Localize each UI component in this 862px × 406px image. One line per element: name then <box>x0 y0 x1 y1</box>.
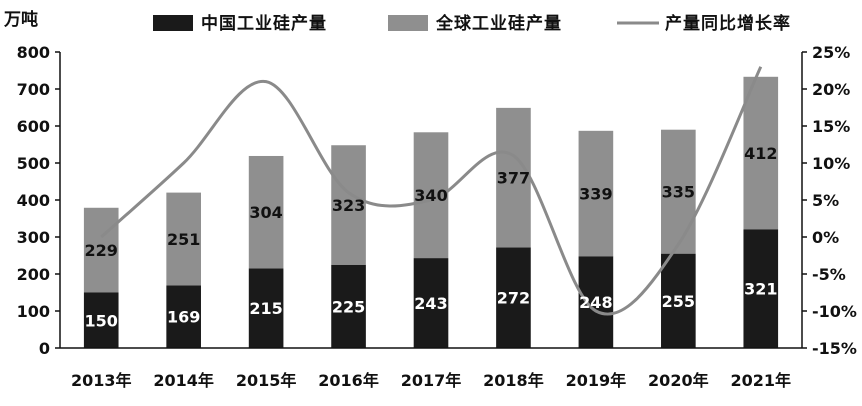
legend-swatch-1 <box>388 15 428 31</box>
bar-global-1 <box>166 192 201 286</box>
data-label-global-4: 340 <box>414 186 447 205</box>
x-tick-label-4: 2017年 <box>401 371 462 390</box>
axes: 0 100 200 300 400 500 600 700 800 -15% -10% -5% 0% 5%… <box>17 43 857 390</box>
y2-tick-label-4: 5% <box>812 191 839 210</box>
data-label-china-5: 272 <box>497 289 530 308</box>
bar-china-6 <box>578 256 614 348</box>
y2-tick-label-7: 20% <box>812 80 850 99</box>
bar-china-4 <box>413 258 449 348</box>
legend-label-0: 中国工业硅产量 <box>201 13 327 34</box>
y2-tick-label-5: 10% <box>812 154 850 173</box>
data-label-global-6: 339 <box>579 185 612 204</box>
y2-tick-label-8: 25% <box>812 43 850 62</box>
x-tick-label-1: 2014年 <box>153 371 214 390</box>
bar-global-2 <box>248 155 284 269</box>
y-tick-label-5: 500 <box>17 154 50 173</box>
bar-global-7 <box>661 129 696 254</box>
data-label-china-1: 169 <box>167 308 200 327</box>
bar-china-2 <box>248 268 284 348</box>
data-label-global-8: 412 <box>744 144 777 163</box>
y-tick-label-1: 100 <box>17 302 50 321</box>
y-tick-label-0: 0 <box>39 339 50 358</box>
y-tick-label-6: 600 <box>17 117 50 136</box>
bar-global-6 <box>578 130 614 257</box>
x-tick-label-6: 2019年 <box>566 371 627 390</box>
x-tick-label-5: 2018年 <box>483 371 544 390</box>
y-tick-label-4: 400 <box>17 191 50 210</box>
data-label-china-0: 150 <box>85 311 118 330</box>
x-tick-label-3: 2016年 <box>318 371 379 390</box>
y-tick-label-3: 300 <box>17 228 50 247</box>
y2-tick-label-1: -10% <box>812 302 857 321</box>
data-label-china-7: 255 <box>662 292 695 311</box>
data-label-china-2: 215 <box>249 299 282 318</box>
y-axis-unit-label: 万吨 <box>3 9 38 30</box>
data-label-china-6: 248 <box>579 293 612 312</box>
x-tick-label-8: 2021年 <box>731 371 792 390</box>
bar-china-8 <box>743 229 779 348</box>
growth-line-layer <box>100 66 763 316</box>
bar-china-0 <box>83 292 119 348</box>
y2-tick-label-3: 0% <box>812 228 839 247</box>
legend-label-1: 全球工业硅产量 <box>435 13 562 34</box>
bar-global-8 <box>743 76 779 230</box>
data-label-china-8: 321 <box>744 280 777 299</box>
data-label-global-1: 251 <box>167 230 200 249</box>
bar-china-3 <box>331 264 366 348</box>
data-label-china-4: 243 <box>414 294 447 313</box>
bar-global-0 <box>83 207 119 293</box>
bar-global-3 <box>331 145 366 265</box>
y-tick-label-8: 800 <box>17 43 50 62</box>
legend-label-2: 产量同比增长率 <box>665 13 791 34</box>
growth-rate-line <box>100 66 763 316</box>
x-tick-label-7: 2020年 <box>648 371 709 390</box>
data-labels: 150 229 169 251 215 304 225 323 243 340 272 377 248 3… <box>85 144 778 330</box>
bar-global-5 <box>496 107 531 248</box>
data-label-china-3: 225 <box>332 297 365 316</box>
legend: 中国工业硅产量 全球工业硅产量 产量同比增长率 <box>153 13 791 34</box>
x-tick-label-0: 2013年 <box>71 371 132 390</box>
data-label-global-7: 335 <box>662 183 695 202</box>
bar-china-7 <box>661 253 696 348</box>
y2-tick-label-6: 15% <box>812 117 850 136</box>
y2-tick-label-0: -15% <box>812 339 857 358</box>
data-label-global-0: 229 <box>85 241 118 260</box>
bars <box>83 76 779 348</box>
legend-swatch-0 <box>153 15 193 31</box>
data-label-global-3: 323 <box>332 196 365 215</box>
data-label-global-5: 377 <box>497 169 530 188</box>
y2-tick-label-2: -5% <box>812 265 846 284</box>
data-label-global-2: 304 <box>249 203 282 222</box>
y-tick-label-2: 200 <box>17 265 50 284</box>
bar-china-1 <box>166 285 201 348</box>
x-tick-label-2: 2015年 <box>236 371 297 390</box>
bar-china-5 <box>496 247 531 348</box>
y-tick-label-7: 700 <box>17 80 50 99</box>
